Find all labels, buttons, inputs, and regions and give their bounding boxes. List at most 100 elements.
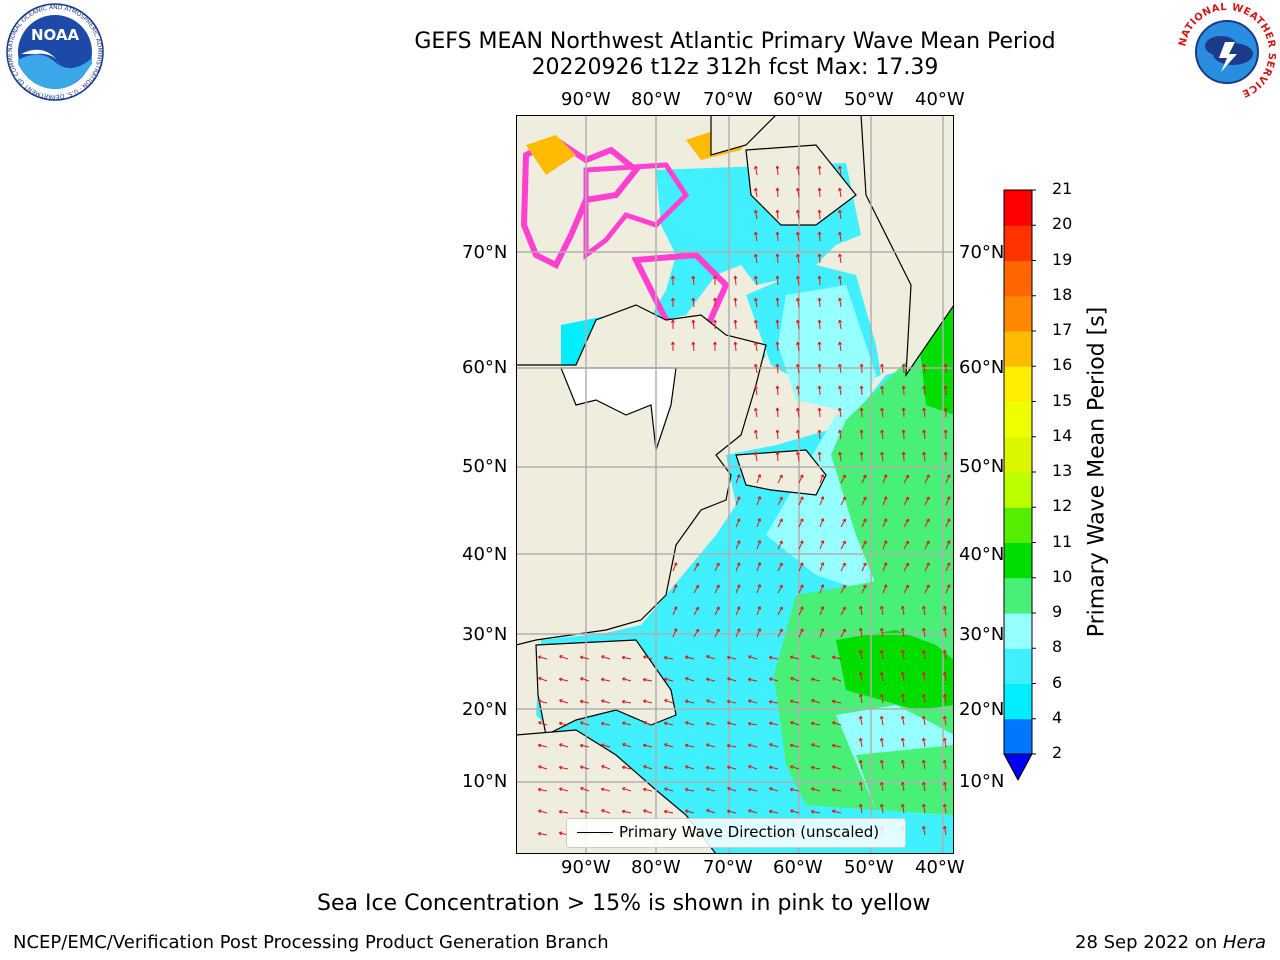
wave-arrow <box>642 699 653 704</box>
wave-arrow <box>900 781 905 792</box>
wave-arrow <box>795 429 800 440</box>
wave-arrow <box>747 787 758 792</box>
wave-arrow <box>903 496 909 506</box>
lat-label-right-50n: 50°N <box>959 456 1005 477</box>
wave-arrow <box>726 721 737 726</box>
wave-arrow <box>753 429 758 440</box>
wave-arrow <box>735 496 741 506</box>
wave-arrow <box>795 319 800 330</box>
colorbar-bin-9 <box>1004 401 1032 438</box>
wave-arrow <box>859 363 864 374</box>
wave-arrow <box>537 699 548 704</box>
wave-arrow <box>838 385 842 396</box>
wave-arrow <box>600 787 611 792</box>
wave-arrow <box>753 363 758 374</box>
wave-arrow <box>579 655 590 660</box>
wave-arrow <box>579 699 590 704</box>
wave-arrow <box>735 518 741 528</box>
wave-arrow <box>879 649 884 660</box>
lon-label-bottom-70w: 70°W <box>703 857 753 878</box>
wave-arrow <box>663 809 674 814</box>
wave-arrow <box>747 677 758 682</box>
wave-arrow <box>900 649 905 660</box>
wave-arrow <box>819 562 825 572</box>
wave-arrow <box>670 275 675 286</box>
colorbar-tick-label: 13 <box>1052 461 1073 480</box>
wave-arrow <box>810 787 821 792</box>
wave-arrow <box>714 584 720 594</box>
wave-arrow <box>945 584 951 594</box>
wave-arrow <box>838 187 842 198</box>
wave-arrow <box>858 759 863 770</box>
wave-arrow <box>859 385 864 396</box>
wave-arrow <box>712 341 717 352</box>
wave-arrow <box>879 605 884 616</box>
wave-arrow <box>559 654 569 660</box>
wave-arrow <box>684 699 695 704</box>
wave-arrow <box>693 606 699 616</box>
wave-arrow <box>900 715 905 726</box>
colorbar-tick-label: 20 <box>1052 214 1073 234</box>
wave-arrow <box>838 429 842 440</box>
wave-arrow <box>945 518 951 528</box>
wave-arrow <box>769 787 779 792</box>
wave-arrow <box>693 628 699 638</box>
wave-arrow <box>945 496 951 506</box>
wave-arrow <box>753 253 758 264</box>
wave-arrow <box>790 720 800 726</box>
wave-arrow <box>642 787 653 792</box>
wave-arrow <box>798 518 804 528</box>
colorbar-extend-triangle <box>1003 753 1033 782</box>
wave-arrow <box>775 451 780 462</box>
wave-arrow <box>924 584 930 594</box>
wave-arrow <box>684 787 695 792</box>
lon-label-top-50w: 50°W <box>844 89 894 110</box>
lon-label-top-90w: 90°W <box>561 89 611 110</box>
wave-arrow <box>921 715 926 726</box>
lat-label-right-10n: 10°N <box>959 771 1005 792</box>
wave-arrow <box>705 677 716 682</box>
wave-arrow <box>777 606 783 616</box>
wave-arrow <box>924 518 930 528</box>
wave-arrow <box>901 363 906 374</box>
wave-arrow <box>798 496 804 506</box>
lat-label-left-10n: 10°N <box>462 771 508 792</box>
wave-arrow <box>924 496 930 506</box>
wave-arrow <box>903 562 909 572</box>
wave-arrow <box>663 721 674 726</box>
wave-arrow <box>942 671 947 682</box>
wave-arrow <box>880 451 884 462</box>
colorbar-tick-label: 12 <box>1052 496 1073 516</box>
wave-arrow <box>735 474 741 484</box>
wave-arrow <box>621 677 632 682</box>
wave-arrow <box>579 809 590 814</box>
wave-arrow <box>756 628 762 638</box>
wave-arrow <box>733 275 738 286</box>
colorbar-tick-label: 15 <box>1052 390 1073 410</box>
wave-arrow <box>879 671 884 682</box>
wave-arrow <box>922 407 927 418</box>
colorbar-tick-label: 10 <box>1052 566 1073 586</box>
wave-arrow <box>753 297 758 308</box>
wave-arrow <box>748 809 758 814</box>
wave-arrow <box>789 787 800 792</box>
lon-label-top-40w: 40°W <box>915 89 965 110</box>
wave-arrow <box>858 693 863 704</box>
wave-arrow <box>753 187 758 198</box>
map-panel <box>516 115 954 854</box>
wave-arrow <box>798 628 804 638</box>
wave-arrow <box>559 743 569 748</box>
wave-arrow <box>838 297 842 308</box>
wave-arrow <box>903 584 909 594</box>
lat-label-left-30n: 30°N <box>462 624 508 645</box>
wave-arrow <box>858 605 863 616</box>
wave-arrow <box>706 808 716 814</box>
colorbar-tick-label: 9 <box>1052 602 1063 621</box>
wave-arrow <box>810 721 821 726</box>
wave-arrow <box>900 605 905 616</box>
wave-arrow <box>942 825 947 836</box>
wave-arrow <box>789 699 800 704</box>
wave-arrow <box>795 341 800 352</box>
wave-arrow <box>705 787 716 792</box>
wave-arrow <box>726 699 737 704</box>
